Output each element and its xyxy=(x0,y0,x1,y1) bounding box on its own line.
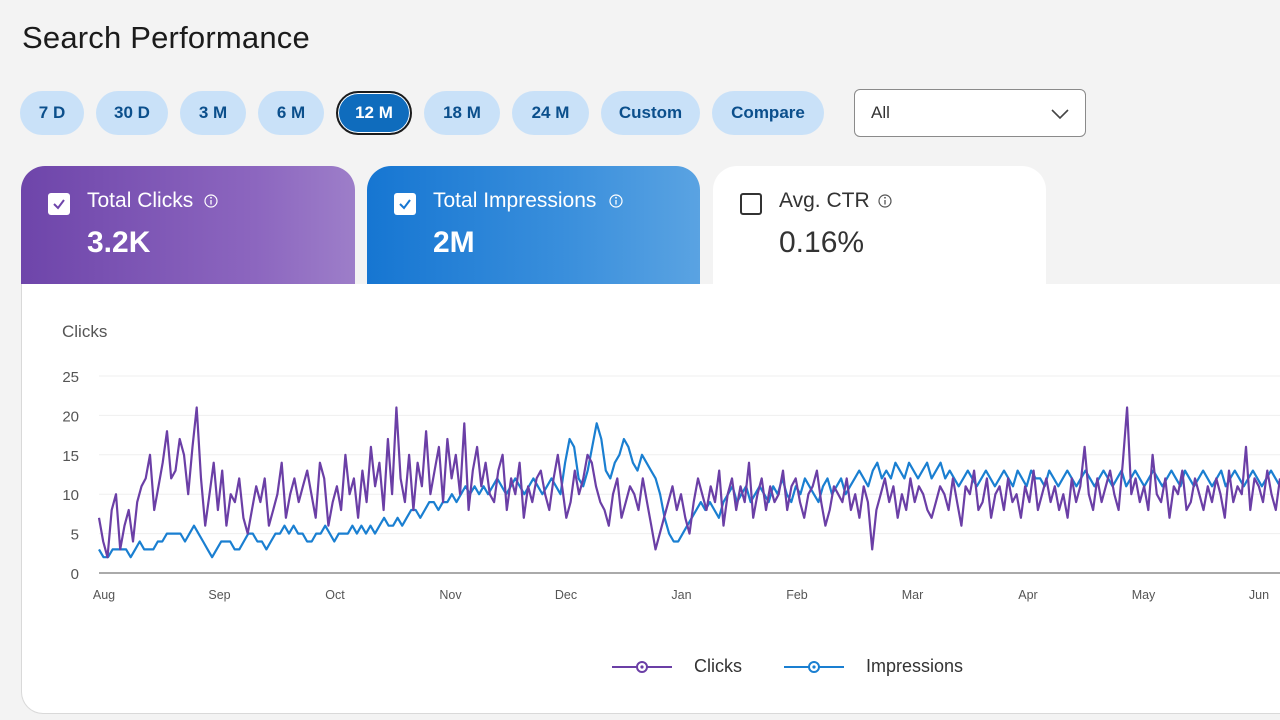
chevron-down-icon xyxy=(1051,109,1069,120)
date-range-bar: 7 D 30 D 3 M 6 M 12 M 18 M 24 M Custom Compare xyxy=(20,90,836,136)
x-tick-label: Jun xyxy=(1249,588,1269,602)
checkmark-icon xyxy=(53,199,65,210)
legend-marker-clicks-icon xyxy=(612,660,672,673)
x-tick-label: Feb xyxy=(786,588,808,602)
info-icon[interactable] xyxy=(608,193,624,209)
metric-label-clicks: Total Clicks xyxy=(87,189,194,212)
filter-select-value: All xyxy=(871,103,890,122)
range-button-24m[interactable]: 24 M xyxy=(512,91,589,135)
metric-card-ctr[interactable]: Avg. CTR 0.16% xyxy=(713,166,1046,284)
series-line-impressions xyxy=(98,422,1280,559)
page-title: Search Performance xyxy=(22,20,310,55)
checkmark-icon xyxy=(399,199,411,210)
range-button-6m[interactable]: 6 M xyxy=(258,91,324,135)
x-tick-label: Aug xyxy=(93,588,115,602)
x-tick-label: Jan xyxy=(671,588,691,602)
legend-item-clicks[interactable]: Clicks xyxy=(612,656,742,677)
filter-select[interactable]: All xyxy=(854,89,1086,137)
impressions-checkbox[interactable] xyxy=(394,193,416,215)
x-tick-label: Nov xyxy=(439,588,462,602)
range-button-7d[interactable]: 7 D xyxy=(20,91,84,135)
y-axis-title: Clicks xyxy=(62,322,107,341)
info-icon[interactable] xyxy=(203,193,219,209)
y-tick-label: 25 xyxy=(62,369,79,386)
metric-value-ctr: 0.16% xyxy=(779,226,865,259)
x-tick-label: Apr xyxy=(1018,588,1037,602)
legend-item-impressions[interactable]: Impressions xyxy=(784,656,963,677)
y-tick-label: 15 xyxy=(62,448,79,465)
clicks-checkbox[interactable] xyxy=(48,193,70,215)
y-tick-label: 5 xyxy=(71,527,79,544)
range-button-3m[interactable]: 3 M xyxy=(180,91,246,135)
x-tick-label: Oct xyxy=(325,588,345,602)
metric-card-clicks[interactable]: Total Clicks 3.2K xyxy=(21,166,355,284)
x-tick-label: Sep xyxy=(208,588,230,602)
y-tick-label: 0 xyxy=(71,566,79,583)
legend-marker-impressions-icon xyxy=(784,660,844,673)
range-button-compare[interactable]: Compare xyxy=(712,91,824,135)
y-tick-label: 10 xyxy=(62,487,79,504)
series-line-clicks xyxy=(97,406,1280,559)
info-icon[interactable] xyxy=(877,193,893,209)
x-tick-label: Dec xyxy=(555,588,577,602)
legend-label-clicks: Clicks xyxy=(694,656,742,676)
range-button-18m[interactable]: 18 M xyxy=(424,91,500,135)
metric-card-impressions[interactable]: Total Impressions 2M xyxy=(367,166,700,284)
metric-label-impressions: Total Impressions xyxy=(433,189,597,212)
x-tick-label: Mar xyxy=(902,588,924,602)
metric-label-ctr: Avg. CTR xyxy=(779,189,870,212)
range-button-12m[interactable]: 12 M xyxy=(336,91,412,135)
range-button-custom[interactable]: Custom xyxy=(601,91,700,135)
range-button-30d[interactable]: 30 D xyxy=(96,91,168,135)
ctr-checkbox[interactable] xyxy=(740,193,762,215)
metric-value-clicks: 3.2K xyxy=(87,226,151,259)
y-tick-label: 20 xyxy=(62,408,79,425)
chart-legend: Clicks Impressions xyxy=(612,656,1005,677)
legend-label-impressions: Impressions xyxy=(866,656,964,676)
metric-value-impressions: 2M xyxy=(433,226,475,259)
x-tick-label: May xyxy=(1132,588,1156,602)
